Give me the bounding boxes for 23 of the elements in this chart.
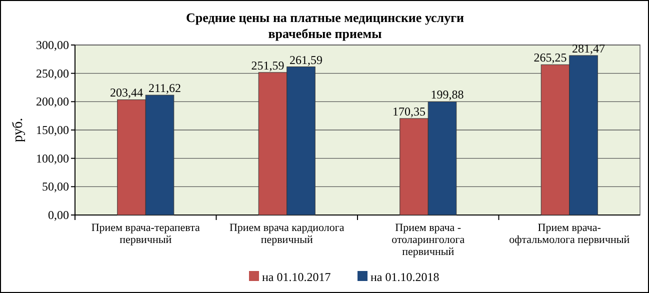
chart-title: Средние цены на платные медицинские услуги врачебные приемы — [186, 10, 465, 41]
data-label: 265,25 — [534, 50, 567, 65]
data-label: 203,44 — [110, 86, 143, 100]
x-tick-label: Прием врача-офтальмолога первичный — [509, 222, 630, 246]
legend-label: на 01.10.2018 — [370, 270, 440, 284]
x-tick-label: Прием врача - отоларинголога первичный — [392, 222, 465, 258]
y-tick-label: 0,00 — [48, 208, 69, 222]
data-label: 199,88 — [430, 88, 464, 102]
data-label: 251,59 — [251, 58, 284, 72]
y-axis-title: руб. — [11, 118, 26, 142]
y-tick-label: 250,00 — [36, 66, 69, 80]
y-tick-label: 150,00 — [36, 123, 69, 137]
y-tick-label: 300,00 — [36, 38, 69, 52]
legend-label: на 01.10.2017 — [262, 270, 331, 284]
y-tick-label: 200,00 — [36, 94, 69, 109]
data-label: 211,62 — [148, 81, 182, 96]
data-label: 281,47 — [572, 42, 605, 56]
x-tick-label: Прием врача кардиолога первичный — [229, 222, 344, 246]
data-label: 170,35 — [392, 104, 426, 118]
data-label: 261,59 — [290, 52, 322, 67]
x-tick-label: Прием врача-терапевта первичный — [91, 222, 200, 246]
y-tick-label: 100,00 — [36, 151, 69, 166]
y-tick-label: 50,00 — [42, 180, 69, 194]
